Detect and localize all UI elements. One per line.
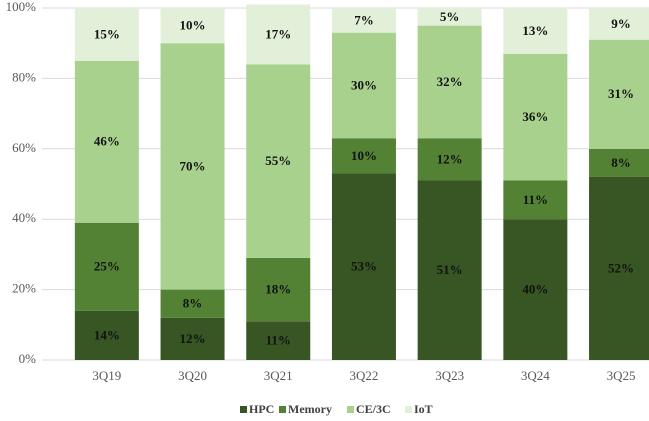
data-label: 70%	[180, 158, 206, 173]
x-tick-label: 3Q20	[178, 368, 207, 383]
data-label: 52%	[608, 260, 634, 275]
legend-swatch	[240, 406, 247, 413]
legend-label: HPC	[249, 402, 274, 416]
bar-segment	[74, 8, 139, 61]
bar-segment	[74, 222, 139, 311]
bar-segment	[331, 138, 396, 174]
data-label: 25%	[94, 259, 120, 274]
bar-segment	[503, 180, 568, 220]
bar-segment	[246, 321, 311, 360]
data-label: 55%	[265, 153, 291, 168]
data-label: 12%	[437, 151, 463, 166]
bar-segment	[417, 138, 482, 181]
x-tick-label: 3Q24	[521, 368, 550, 383]
data-label: 8%	[183, 296, 203, 311]
data-label: 32%	[437, 74, 463, 89]
y-tick-label: 80%	[12, 69, 36, 84]
bar-segment	[503, 8, 568, 54]
bar-segment	[246, 257, 311, 322]
data-label: 51%	[437, 262, 463, 277]
bar-segment	[503, 219, 568, 360]
legend-label: IoT	[414, 402, 433, 416]
data-label: 7%	[354, 12, 374, 27]
data-label: 46%	[94, 134, 120, 149]
data-label: 36%	[522, 109, 548, 124]
x-tick-label: 3Q23	[435, 368, 464, 383]
x-tick-label: 3Q22	[350, 368, 379, 383]
legend-swatch	[347, 406, 354, 413]
bar-segment	[160, 43, 225, 290]
data-label: 18%	[265, 282, 291, 297]
data-label: 31%	[608, 86, 634, 101]
data-label: 11%	[523, 192, 548, 207]
legend-swatch	[405, 406, 412, 413]
y-tick-label: 100%	[6, 0, 37, 14]
y-tick-label: 20%	[12, 281, 36, 296]
bar-segment	[74, 60, 139, 223]
data-label: 40%	[522, 282, 548, 297]
bar-segment	[246, 4, 311, 65]
x-tick-label: 3Q19	[92, 368, 121, 383]
bar-segment	[417, 180, 482, 360]
x-tick-label: 3Q21	[264, 368, 293, 383]
y-tick-label: 0%	[19, 351, 37, 366]
bar-segment	[417, 8, 482, 26]
bar-segment	[246, 64, 311, 258]
bar-segment	[589, 148, 649, 177]
data-label: 5%	[440, 9, 460, 24]
x-tick-label: 3Q25	[607, 368, 636, 383]
data-label: 8%	[611, 155, 631, 170]
bar-segment	[589, 39, 649, 149]
legend-label: CE/3C	[356, 402, 391, 416]
bar-segment	[160, 8, 225, 44]
y-tick-label: 40%	[12, 210, 36, 225]
bar-segment	[417, 25, 482, 139]
bar-segment	[74, 310, 139, 360]
data-label: 13%	[522, 23, 548, 38]
data-label: 30%	[351, 77, 377, 92]
data-label: 17%	[265, 26, 291, 41]
data-label: 10%	[351, 148, 377, 163]
bar-segment	[331, 173, 396, 360]
bar-segment	[160, 289, 225, 318]
data-label: 9%	[611, 16, 631, 31]
legend-swatch	[279, 406, 286, 413]
data-label: 12%	[180, 331, 206, 346]
bar-segment	[160, 317, 225, 360]
bar-segment	[589, 8, 649, 40]
data-label: 15%	[94, 26, 120, 41]
data-label: 11%	[266, 333, 291, 348]
y-tick-label: 60%	[12, 140, 36, 155]
data-label: 10%	[180, 18, 206, 33]
bar-segment	[331, 32, 396, 139]
bar-segment	[589, 176, 649, 360]
bar-segment	[503, 53, 568, 181]
data-label: 53%	[351, 259, 377, 274]
bar-segment	[331, 8, 396, 33]
data-label: 14%	[94, 327, 120, 342]
legend-label: Memory	[288, 402, 332, 416]
